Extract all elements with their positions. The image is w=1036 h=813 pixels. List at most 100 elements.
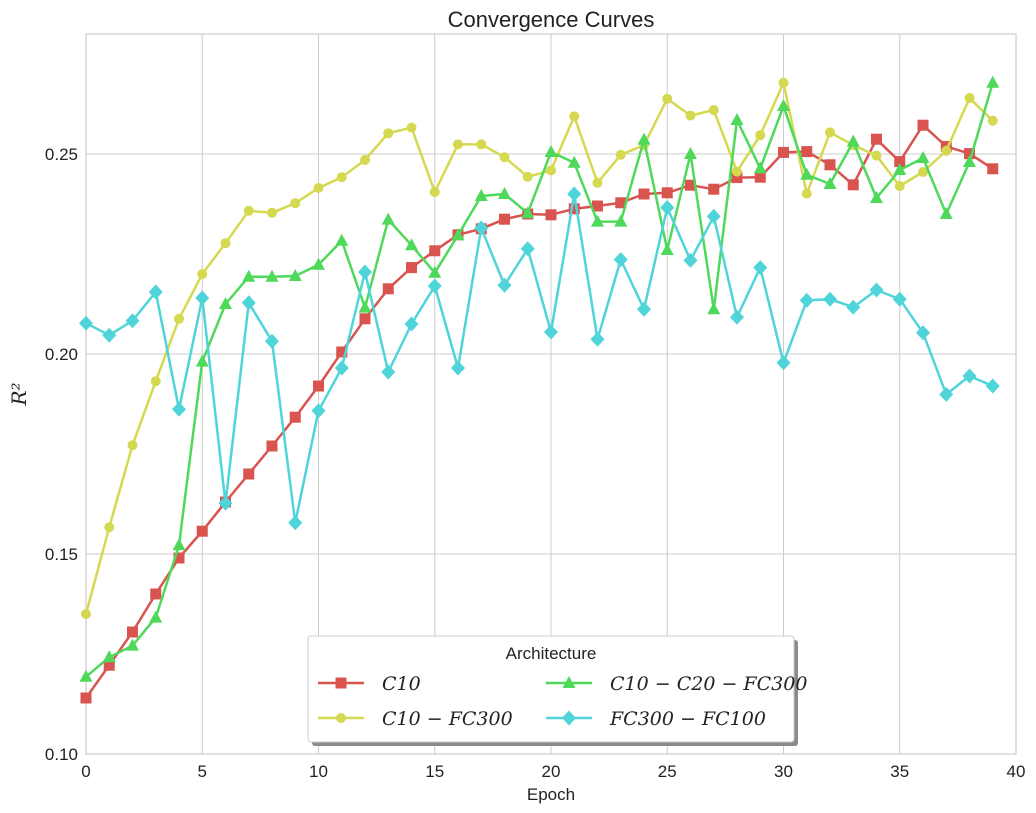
- legend-label-3: FC300 − FC100: [609, 708, 766, 730]
- data-point-2: [544, 145, 558, 157]
- data-point-3: [520, 241, 535, 257]
- data-point-2: [963, 155, 976, 167]
- series-line-3: [85, 192, 994, 525]
- data-point-0: [801, 146, 813, 158]
- legend-marker-0: [335, 677, 347, 689]
- data-point-3: [799, 292, 814, 308]
- y-tick-label: 0.20: [45, 345, 78, 364]
- data-point-3: [265, 333, 279, 349]
- data-point-3: [218, 495, 233, 511]
- data-point-0: [173, 552, 185, 564]
- data-point-2: [335, 233, 349, 246]
- x-tick-label: 0: [81, 762, 90, 781]
- data-point-1: [174, 313, 184, 324]
- data-point-1: [453, 139, 463, 150]
- data-point-2: [614, 214, 628, 227]
- data-point-0: [824, 159, 836, 171]
- data-point-2: [591, 214, 604, 227]
- data-point-1: [825, 127, 835, 138]
- data-point-2: [102, 650, 116, 663]
- y-tick-label: 0.15: [45, 545, 78, 564]
- data-point-3: [451, 360, 465, 376]
- data-point-1: [476, 139, 487, 150]
- data-point-2: [451, 228, 465, 241]
- data-point-3: [172, 401, 186, 417]
- series-0: [80, 119, 999, 704]
- data-point-1: [941, 145, 952, 156]
- data-point-3: [334, 360, 349, 376]
- data-point-3: [404, 316, 419, 332]
- data-point-1: [662, 93, 673, 104]
- data-point-3: [776, 355, 791, 371]
- data-point-3: [660, 200, 675, 216]
- data-point-0: [150, 588, 162, 600]
- data-point-3: [427, 278, 442, 294]
- data-point-2: [428, 265, 442, 278]
- data-point-3: [474, 220, 489, 236]
- data-point-0: [778, 146, 789, 158]
- data-point-3: [497, 277, 512, 293]
- plot-area-frame: [85, 33, 1017, 755]
- data-point-2: [730, 113, 744, 125]
- data-point-2: [777, 99, 790, 111]
- data-point-3: [148, 284, 163, 300]
- series-line-1: [84, 81, 994, 615]
- data-point-1: [150, 376, 161, 387]
- x-axis-label: Epoch: [527, 785, 575, 804]
- data-point-2: [312, 257, 325, 270]
- data-point-1: [615, 149, 626, 160]
- data-point-1: [732, 166, 742, 177]
- data-point-1: [406, 122, 417, 133]
- x-tick-label: 15: [425, 762, 444, 781]
- tick-labels: 0 5 10 15 20 25 30 35 40 0.10 0.15 0.20 0.25: [45, 145, 1026, 781]
- data-point-1: [429, 187, 440, 197]
- data-point-1: [336, 172, 347, 183]
- data-point-0: [382, 283, 394, 295]
- legend-entries: C10 C10 − FC300 C10 − C20 − FC300 FC300 − F…: [318, 673, 807, 730]
- data-point-3: [892, 291, 907, 307]
- data-point-2: [800, 167, 814, 180]
- x-tick-label: 10: [309, 762, 328, 781]
- data-point-3: [311, 403, 326, 419]
- data-point-0: [406, 262, 417, 274]
- data-point-0: [545, 209, 557, 221]
- data-point-1: [801, 188, 812, 199]
- data-point-0: [359, 313, 371, 325]
- data-point-1: [313, 183, 324, 193]
- data-point-2: [870, 191, 883, 203]
- data-point-0: [499, 213, 510, 225]
- legend-title: Architecture: [506, 644, 597, 663]
- data-point-2: [986, 75, 1000, 88]
- data-point-1: [685, 110, 696, 121]
- data-point-1: [127, 440, 138, 451]
- data-point-2: [172, 538, 186, 551]
- data-point-1: [569, 111, 580, 122]
- data-point-3: [869, 282, 884, 298]
- data-point-2: [939, 207, 953, 219]
- data-point-2: [405, 238, 418, 251]
- data-point-3: [590, 331, 605, 347]
- data-point-3: [358, 264, 372, 280]
- legend: Architecture C10 C10 − FC300 C10 − C20 − F…: [307, 635, 807, 746]
- data-point-2: [660, 243, 674, 255]
- data-point-0: [196, 525, 208, 537]
- data-point-3: [730, 309, 744, 325]
- x-tick-label: 30: [774, 762, 793, 781]
- x-tick-label: 40: [1007, 762, 1026, 781]
- data-point-1: [499, 152, 510, 163]
- y-axis-label: R²: [7, 382, 31, 406]
- data-point-1: [267, 207, 277, 218]
- legend-box: [307, 635, 795, 743]
- series-2: [79, 75, 1000, 682]
- data-point-0: [871, 133, 882, 145]
- data-point-1: [522, 171, 533, 182]
- data-point-0: [127, 626, 138, 638]
- data-point-2: [126, 638, 139, 651]
- data-point-1: [871, 150, 882, 161]
- data-point-1: [104, 522, 115, 533]
- data-point-3: [962, 368, 977, 384]
- data-point-2: [219, 297, 232, 309]
- series-line-2: [85, 82, 994, 678]
- data-point-0: [568, 203, 580, 215]
